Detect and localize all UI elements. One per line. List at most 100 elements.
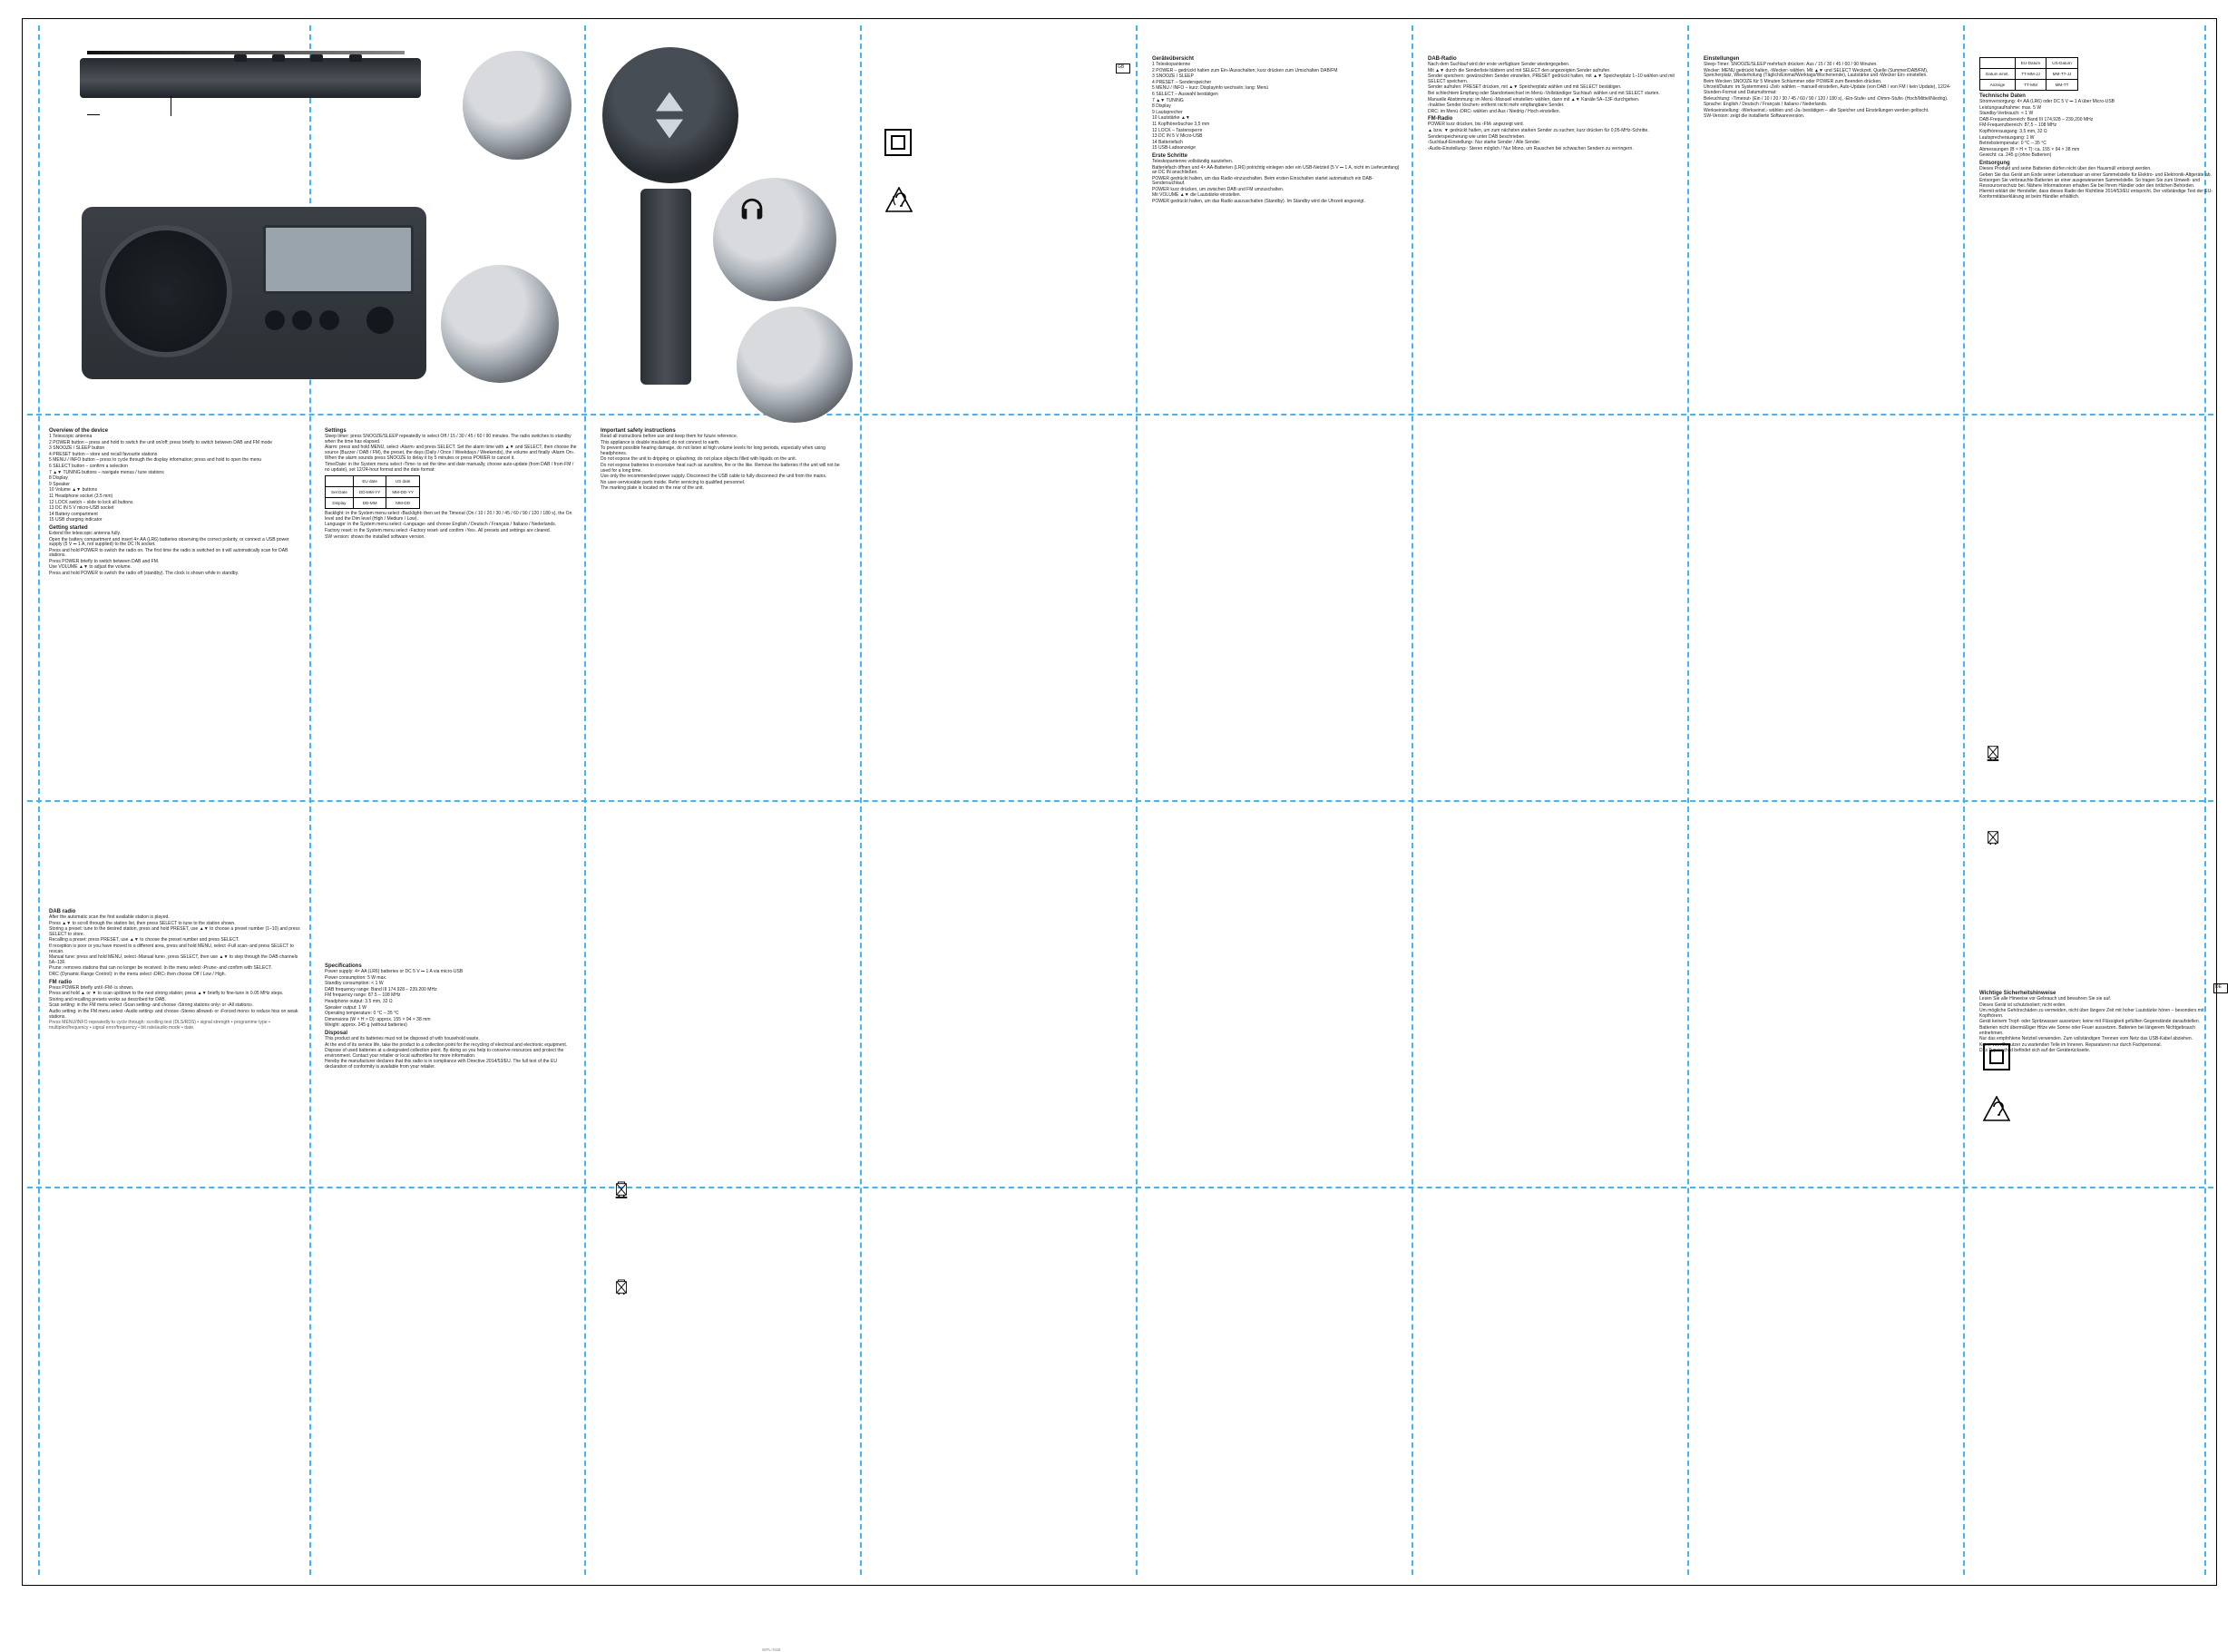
- s4: Backlight: in the System menu select ‹Ba…: [325, 512, 577, 522]
- panel-en-spec: Specifications Power supply: 4× AA (LR6)…: [325, 962, 577, 1071]
- c: DD-MM: [353, 498, 386, 509]
- ddi0: Dieses Produkt und seine Batterien dürfe…: [1979, 167, 2215, 172]
- lang-tag-de-text: DE: [2215, 984, 2222, 990]
- ear-warning-icon: [1983, 1096, 2010, 1123]
- knob: [272, 54, 285, 62]
- sa2: To prevent possible hearing damage, do n…: [601, 446, 845, 456]
- dsa7: Das Typenschild befindet sich auf der Ge…: [1979, 1049, 2215, 1054]
- do7: 8 Display: [1152, 104, 1404, 110]
- sa4: Do not expose batteries to excessive hea…: [601, 464, 845, 474]
- gs2: Press and hold POWER to switch the radio…: [49, 549, 301, 559]
- d0: After the automatic scan the first avail…: [49, 915, 301, 921]
- panel-en-settings: Settings Sleep timer: press SNOOZE/SLEEP…: [325, 426, 577, 541]
- sa0: Read all instructions before use and kee…: [601, 435, 845, 440]
- dd7: DRC: im Menü ‹DRC› wählen und Aus / Nied…: [1428, 110, 1680, 115]
- dd4: Bei schlechtem Empfang oder Standortwech…: [1428, 92, 1680, 97]
- leader: [87, 114, 100, 115]
- c: Set Date: [326, 487, 354, 498]
- c: Datum einst.: [1980, 69, 2016, 80]
- f4: Audio setting: in the FM menu select ‹Au…: [49, 1010, 301, 1020]
- info: Press MENU/INFO repeatedly to cycle thro…: [49, 1021, 301, 1031]
- weee-icon: [613, 1277, 630, 1297]
- sp5: Headphone output: 3.5 mm, 32 Ω: [325, 1000, 577, 1005]
- double-insulation-icon: [884, 129, 912, 156]
- weee-icon: [1985, 742, 2001, 762]
- ds7: SW-Version: zeigt die installierte Softw…: [1704, 114, 1956, 120]
- gs1: Open the battery compartment and insert …: [49, 538, 301, 548]
- fold-h-0: [27, 414, 2213, 415]
- dsp5: Kopfhörerausgang: 3,5 mm, 32 Ω: [1979, 130, 2215, 135]
- ds0: Sleep-Timer: SNOOZE/SLEEP mehrfach drück…: [1704, 63, 1956, 68]
- ds5: Sprache: English / Deutsch / Français / …: [1704, 103, 1956, 108]
- ov15: 15 USB charging indicator: [49, 518, 301, 523]
- c: TT-MM: [2015, 80, 2046, 91]
- speaker-grille: [100, 225, 232, 357]
- s1: Alarm: press and hold MENU, select ‹Alar…: [325, 445, 577, 455]
- d5: Manual tune: press and hold MENU, select…: [49, 955, 301, 965]
- c: US date: [386, 476, 419, 487]
- callout-usb: [737, 307, 853, 423]
- dst5: POWER gedrückt halten, um das Radio ausz…: [1152, 200, 1404, 205]
- dsa0: Lesen Sie alle Hinweise vor Gebrauch und…: [1979, 997, 2215, 1002]
- callout-2: [441, 265, 559, 383]
- photo-top-strip: [80, 58, 421, 98]
- c: MM-DD-YY: [386, 487, 419, 498]
- dd2: Sender speichern: gewünschten Sender ein…: [1428, 74, 1680, 84]
- knob: [310, 54, 323, 62]
- c: MM-DD: [386, 498, 419, 509]
- c: US-Datum: [2047, 58, 2077, 69]
- c: MM-TT-JJ: [2047, 69, 2077, 80]
- dsa4: Batterien nicht übermäßiger Hitze wie So…: [1979, 1026, 2215, 1036]
- knob: [234, 54, 247, 62]
- print-ref: WPL-N1B: [762, 1647, 780, 1652]
- callout-vol: [602, 47, 738, 183]
- panel-de-dab: DAB-Radio Nach dem Suchlauf wird der ers…: [1428, 54, 1680, 152]
- panel-en-overview: Overview of the device 1 Telescopic ante…: [49, 426, 301, 578]
- photo-side: [640, 189, 691, 385]
- dsp7: Betriebstemperatur: 0 °C – 35 °C: [1979, 142, 2215, 147]
- d4: If reception is poor or you have moved t…: [49, 944, 301, 954]
- fold-h-2: [27, 1187, 2213, 1188]
- fold-h-1: [27, 800, 2213, 802]
- gs5: Press and hold POWER to switch the radio…: [49, 572, 301, 577]
- c: EU-Datum: [2015, 58, 2046, 69]
- ce: Hereby the manufacturer declares that th…: [325, 1060, 577, 1070]
- ear-warning-icon: [885, 187, 913, 214]
- sa5: Use only the recommended power supply. D…: [601, 474, 845, 480]
- h-start: Getting started: [49, 525, 301, 531]
- dsp9: Gewicht: ca. 245 g (ohne Batterien): [1979, 153, 2215, 159]
- c: TT-MM-JJ: [2015, 69, 2046, 80]
- front-btn: [292, 310, 312, 330]
- panel-de-safety: Wichtige Sicherheitshinweise Lesen Sie a…: [1979, 989, 2215, 1055]
- c: DD-MM-YY: [353, 487, 386, 498]
- ov1: 1 Telescopic antenna: [49, 435, 301, 440]
- date-format-table-en: EU dateUS date Set DateDD-MM-YYMM-DD-YY …: [325, 475, 420, 509]
- h-de-start: Erste Schritte: [1152, 153, 1404, 159]
- date-format-table-de: EU-DatumUS-Datum Datum einst.TT-MM-JJMM-…: [1979, 57, 2078, 91]
- dd0: Nach dem Suchlauf wird der erste verfügb…: [1428, 63, 1680, 68]
- dsp0: Stromversorgung: 4× AA (LR6) oder DC 5 V…: [1979, 100, 2215, 105]
- panel-de-settings-2: EU-DatumUS-Datum Datum einst.TT-MM-JJMM-…: [1979, 54, 2215, 201]
- s3: Time/Date: in the System menu select ‹Ti…: [325, 463, 577, 473]
- dsa5: Nur das empfohlene Netzteil verwenden. Z…: [1979, 1037, 2215, 1042]
- c: EU date: [353, 476, 386, 487]
- sp0: Power supply: 4× AA (LR6) batteries or D…: [325, 970, 577, 975]
- ov7: 7 ▲▼ TUNING buttons – navigate menus / t…: [49, 471, 301, 476]
- front-btn: [319, 310, 339, 330]
- sa7: The marking plate is located on the rear…: [601, 486, 845, 492]
- s0: Sleep timer: press SNOOZE/SLEEP repeated…: [325, 435, 577, 445]
- select-btn: [366, 307, 394, 334]
- sp7: Operating temperature: 0 °C – 35 °C: [325, 1012, 577, 1017]
- callout-1: [463, 51, 571, 160]
- dst2: POWER gedrückt halten, um das Radio einz…: [1152, 177, 1404, 187]
- do2: 3 SNOOZE / SLEEP: [1152, 74, 1404, 80]
- d7: DRC (Dynamic Range Control): in the menu…: [49, 973, 301, 978]
- callout-hp: [713, 178, 836, 301]
- do0: 1 Teleskopantenne: [1152, 63, 1404, 68]
- panel-en-safety: Important safety instructions Read all i…: [601, 426, 845, 493]
- ds3: Uhrzeit/Datum: im Systemmenü ‹Zeit› wähl…: [1704, 85, 1956, 95]
- c: MM-TT: [2047, 80, 2077, 91]
- ov3: 3 SNOOZE / SLEEP button: [49, 446, 301, 452]
- print-sheet: GB DE Overview of the device 1 Telescopi…: [0, 0, 2237, 1605]
- weee-icon: [1985, 827, 2001, 847]
